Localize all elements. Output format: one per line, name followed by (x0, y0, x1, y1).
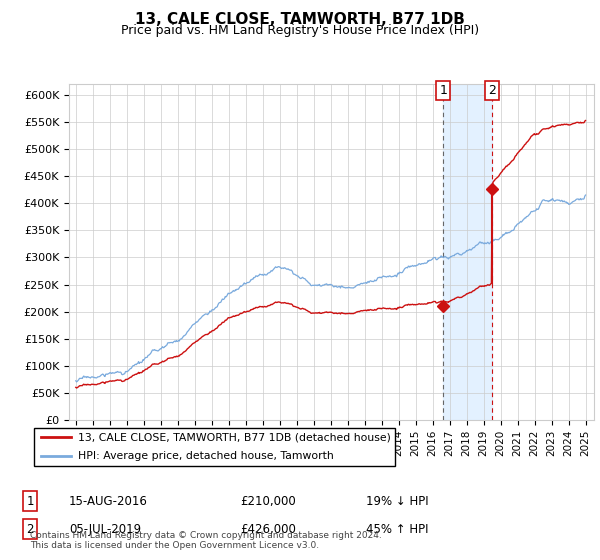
Text: 13, CALE CLOSE, TAMWORTH, B77 1DB: 13, CALE CLOSE, TAMWORTH, B77 1DB (135, 12, 465, 27)
Bar (443, 84, 492, 420)
Text: 15-AUG-2016: 15-AUG-2016 (69, 494, 148, 508)
Text: 2: 2 (26, 522, 34, 536)
Text: £426,000: £426,000 (240, 522, 296, 536)
Text: Contains HM Land Registry data © Crown copyright and database right 2024.
This d: Contains HM Land Registry data © Crown c… (30, 530, 382, 550)
Text: £210,000: £210,000 (240, 494, 296, 508)
Text: 1: 1 (439, 84, 447, 97)
Bar (577, 84, 600, 420)
Text: 05-JUL-2019: 05-JUL-2019 (69, 522, 141, 536)
FancyBboxPatch shape (34, 428, 395, 465)
Text: 45% ↑ HPI: 45% ↑ HPI (366, 522, 428, 536)
Text: 1: 1 (26, 494, 34, 508)
Text: Price paid vs. HM Land Registry's House Price Index (HPI): Price paid vs. HM Land Registry's House … (121, 24, 479, 36)
Text: 13, CALE CLOSE, TAMWORTH, B77 1DB (detached house): 13, CALE CLOSE, TAMWORTH, B77 1DB (detac… (79, 432, 391, 442)
Text: HPI: Average price, detached house, Tamworth: HPI: Average price, detached house, Tamw… (79, 451, 334, 461)
Text: 19% ↓ HPI: 19% ↓ HPI (366, 494, 428, 508)
Text: 2: 2 (488, 84, 496, 97)
